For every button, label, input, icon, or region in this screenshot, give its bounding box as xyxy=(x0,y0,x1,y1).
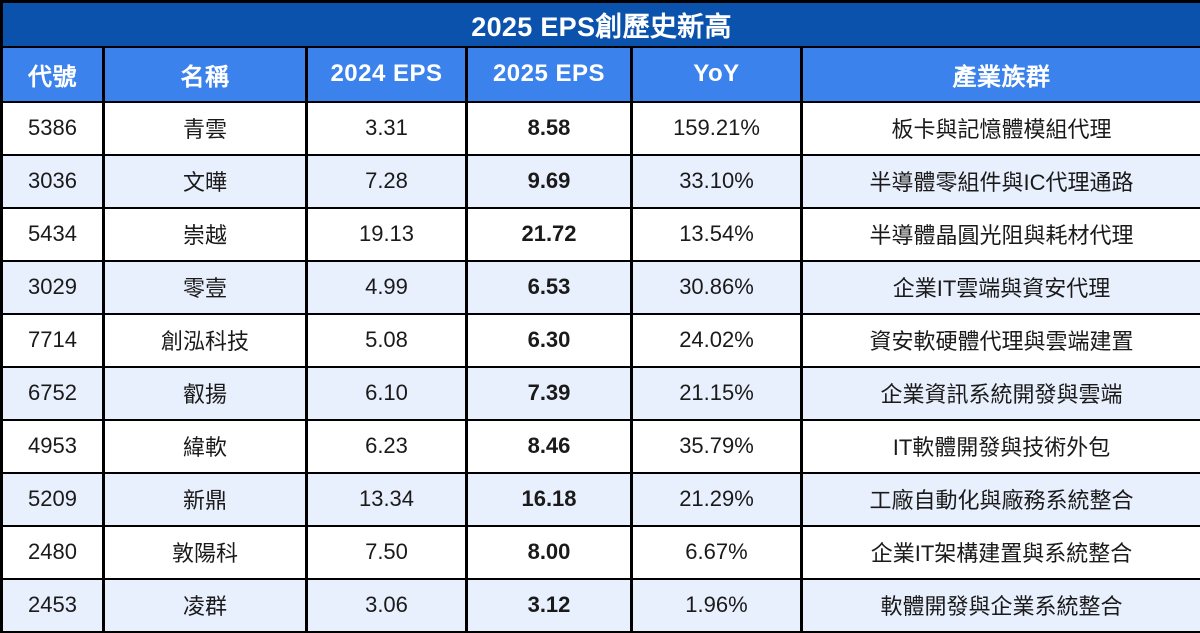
cell-yoy: 21.15% xyxy=(632,367,802,420)
cell-eps25: 21.72 xyxy=(467,208,632,261)
title-row: 2025 EPS創歷史新高 xyxy=(2,2,1200,47)
cell-eps24: 19.13 xyxy=(307,208,467,261)
cell-code: 3036 xyxy=(2,155,104,208)
table-row: 5434 崇越 19.13 21.72 13.54% 半導體晶圓光阻與耗材代理 xyxy=(2,208,1200,261)
column-header-eps24[interactable]: 2024 EPS xyxy=(307,47,467,102)
cell-code: 5434 xyxy=(2,208,104,261)
table-body: 5386 青雲 3.31 8.58 159.21% 板卡與記憶體模組代理 303… xyxy=(2,102,1200,632)
cell-eps24: 6.10 xyxy=(307,367,467,420)
cell-code: 7714 xyxy=(2,314,104,367)
cell-yoy: 21.29% xyxy=(632,473,802,526)
table-row: 3029 零壹 4.99 6.53 30.86% 企業IT雲端與資安代理 xyxy=(2,261,1200,314)
cell-yoy: 1.96% xyxy=(632,579,802,632)
table-row: 2480 敦陽科 7.50 8.00 6.67% 企業IT架構建置與系統整合 xyxy=(2,526,1200,579)
cell-eps24: 3.06 xyxy=(307,579,467,632)
table-row: 5386 青雲 3.31 8.58 159.21% 板卡與記憶體模組代理 xyxy=(2,102,1200,155)
cell-eps24: 7.28 xyxy=(307,155,467,208)
cell-eps25: 7.39 xyxy=(467,367,632,420)
cell-sector: 企業資訊系統開發與雲端 xyxy=(802,367,1200,420)
cell-eps25: 6.53 xyxy=(467,261,632,314)
cell-eps24: 7.50 xyxy=(307,526,467,579)
cell-eps24: 4.99 xyxy=(307,261,467,314)
cell-eps25: 8.58 xyxy=(467,102,632,155)
cell-eps24: 13.34 xyxy=(307,473,467,526)
cell-name: 新鼎 xyxy=(104,473,307,526)
cell-name: 零壹 xyxy=(104,261,307,314)
table-title: 2025 EPS創歷史新高 xyxy=(2,2,1200,47)
cell-name: 凌群 xyxy=(104,579,307,632)
column-header-sector[interactable]: 產業族群 xyxy=(802,47,1200,102)
column-header-yoy[interactable]: YoY xyxy=(632,47,802,102)
cell-code: 2480 xyxy=(2,526,104,579)
column-header-name[interactable]: 名稱 xyxy=(104,47,307,102)
cell-code: 4953 xyxy=(2,420,104,473)
table-head: 2025 EPS創歷史新高 代號 名稱 2024 EPS 2025 EPS Yo… xyxy=(2,2,1200,102)
cell-name: 緯軟 xyxy=(104,420,307,473)
cell-yoy: 13.54% xyxy=(632,208,802,261)
cell-sector: 半導體晶圓光阻與耗材代理 xyxy=(802,208,1200,261)
cell-name: 叡揚 xyxy=(104,367,307,420)
cell-name: 文曄 xyxy=(104,155,307,208)
cell-name: 青雲 xyxy=(104,102,307,155)
cell-yoy: 30.86% xyxy=(632,261,802,314)
cell-eps25: 3.12 xyxy=(467,579,632,632)
table-row: 5209 新鼎 13.34 16.18 21.29% 工廠自動化與廠務系統整合 xyxy=(2,473,1200,526)
cell-name: 敦陽科 xyxy=(104,526,307,579)
column-header-code[interactable]: 代號 xyxy=(2,47,104,102)
column-header-eps25[interactable]: 2025 EPS xyxy=(467,47,632,102)
cell-sector: 工廠自動化與廠務系統整合 xyxy=(802,473,1200,526)
table-row: 7714 創泓科技 5.08 6.30 24.02% 資安軟硬體代理與雲端建置 xyxy=(2,314,1200,367)
cell-name: 崇越 xyxy=(104,208,307,261)
cell-eps24: 3.31 xyxy=(307,102,467,155)
cell-eps25: 9.69 xyxy=(467,155,632,208)
cell-yoy: 33.10% xyxy=(632,155,802,208)
cell-sector: 企業IT雲端與資安代理 xyxy=(802,261,1200,314)
table-row: 2453 凌群 3.06 3.12 1.96% 軟體開發與企業系統整合 xyxy=(2,579,1200,632)
cell-yoy: 159.21% xyxy=(632,102,802,155)
column-header-row: 代號 名稱 2024 EPS 2025 EPS YoY 產業族群 xyxy=(2,47,1200,102)
cell-eps24: 6.23 xyxy=(307,420,467,473)
cell-code: 2453 xyxy=(2,579,104,632)
cell-sector: 半導體零組件與IC代理通路 xyxy=(802,155,1200,208)
cell-code: 5209 xyxy=(2,473,104,526)
cell-yoy: 24.02% xyxy=(632,314,802,367)
cell-eps25: 8.00 xyxy=(467,526,632,579)
cell-sector: 企業IT架構建置與系統整合 xyxy=(802,526,1200,579)
cell-eps24: 5.08 xyxy=(307,314,467,367)
table-row: 4953 緯軟 6.23 8.46 35.79% IT軟體開發與技術外包 xyxy=(2,420,1200,473)
cell-sector: 板卡與記憶體模組代理 xyxy=(802,102,1200,155)
table-row: 3036 文曄 7.28 9.69 33.10% 半導體零組件與IC代理通路 xyxy=(2,155,1200,208)
cell-eps25: 6.30 xyxy=(467,314,632,367)
cell-name: 創泓科技 xyxy=(104,314,307,367)
cell-sector: 軟體開發與企業系統整合 xyxy=(802,579,1200,632)
cell-code: 3029 xyxy=(2,261,104,314)
cell-yoy: 35.79% xyxy=(632,420,802,473)
cell-code: 5386 xyxy=(2,102,104,155)
cell-yoy: 6.67% xyxy=(632,526,802,579)
table-row: 6752 叡揚 6.10 7.39 21.15% 企業資訊系統開發與雲端 xyxy=(2,367,1200,420)
cell-eps25: 8.46 xyxy=(467,420,632,473)
cell-eps25: 16.18 xyxy=(467,473,632,526)
cell-sector: 資安軟硬體代理與雲端建置 xyxy=(802,314,1200,367)
cell-sector: IT軟體開發與技術外包 xyxy=(802,420,1200,473)
cell-code: 6752 xyxy=(2,367,104,420)
